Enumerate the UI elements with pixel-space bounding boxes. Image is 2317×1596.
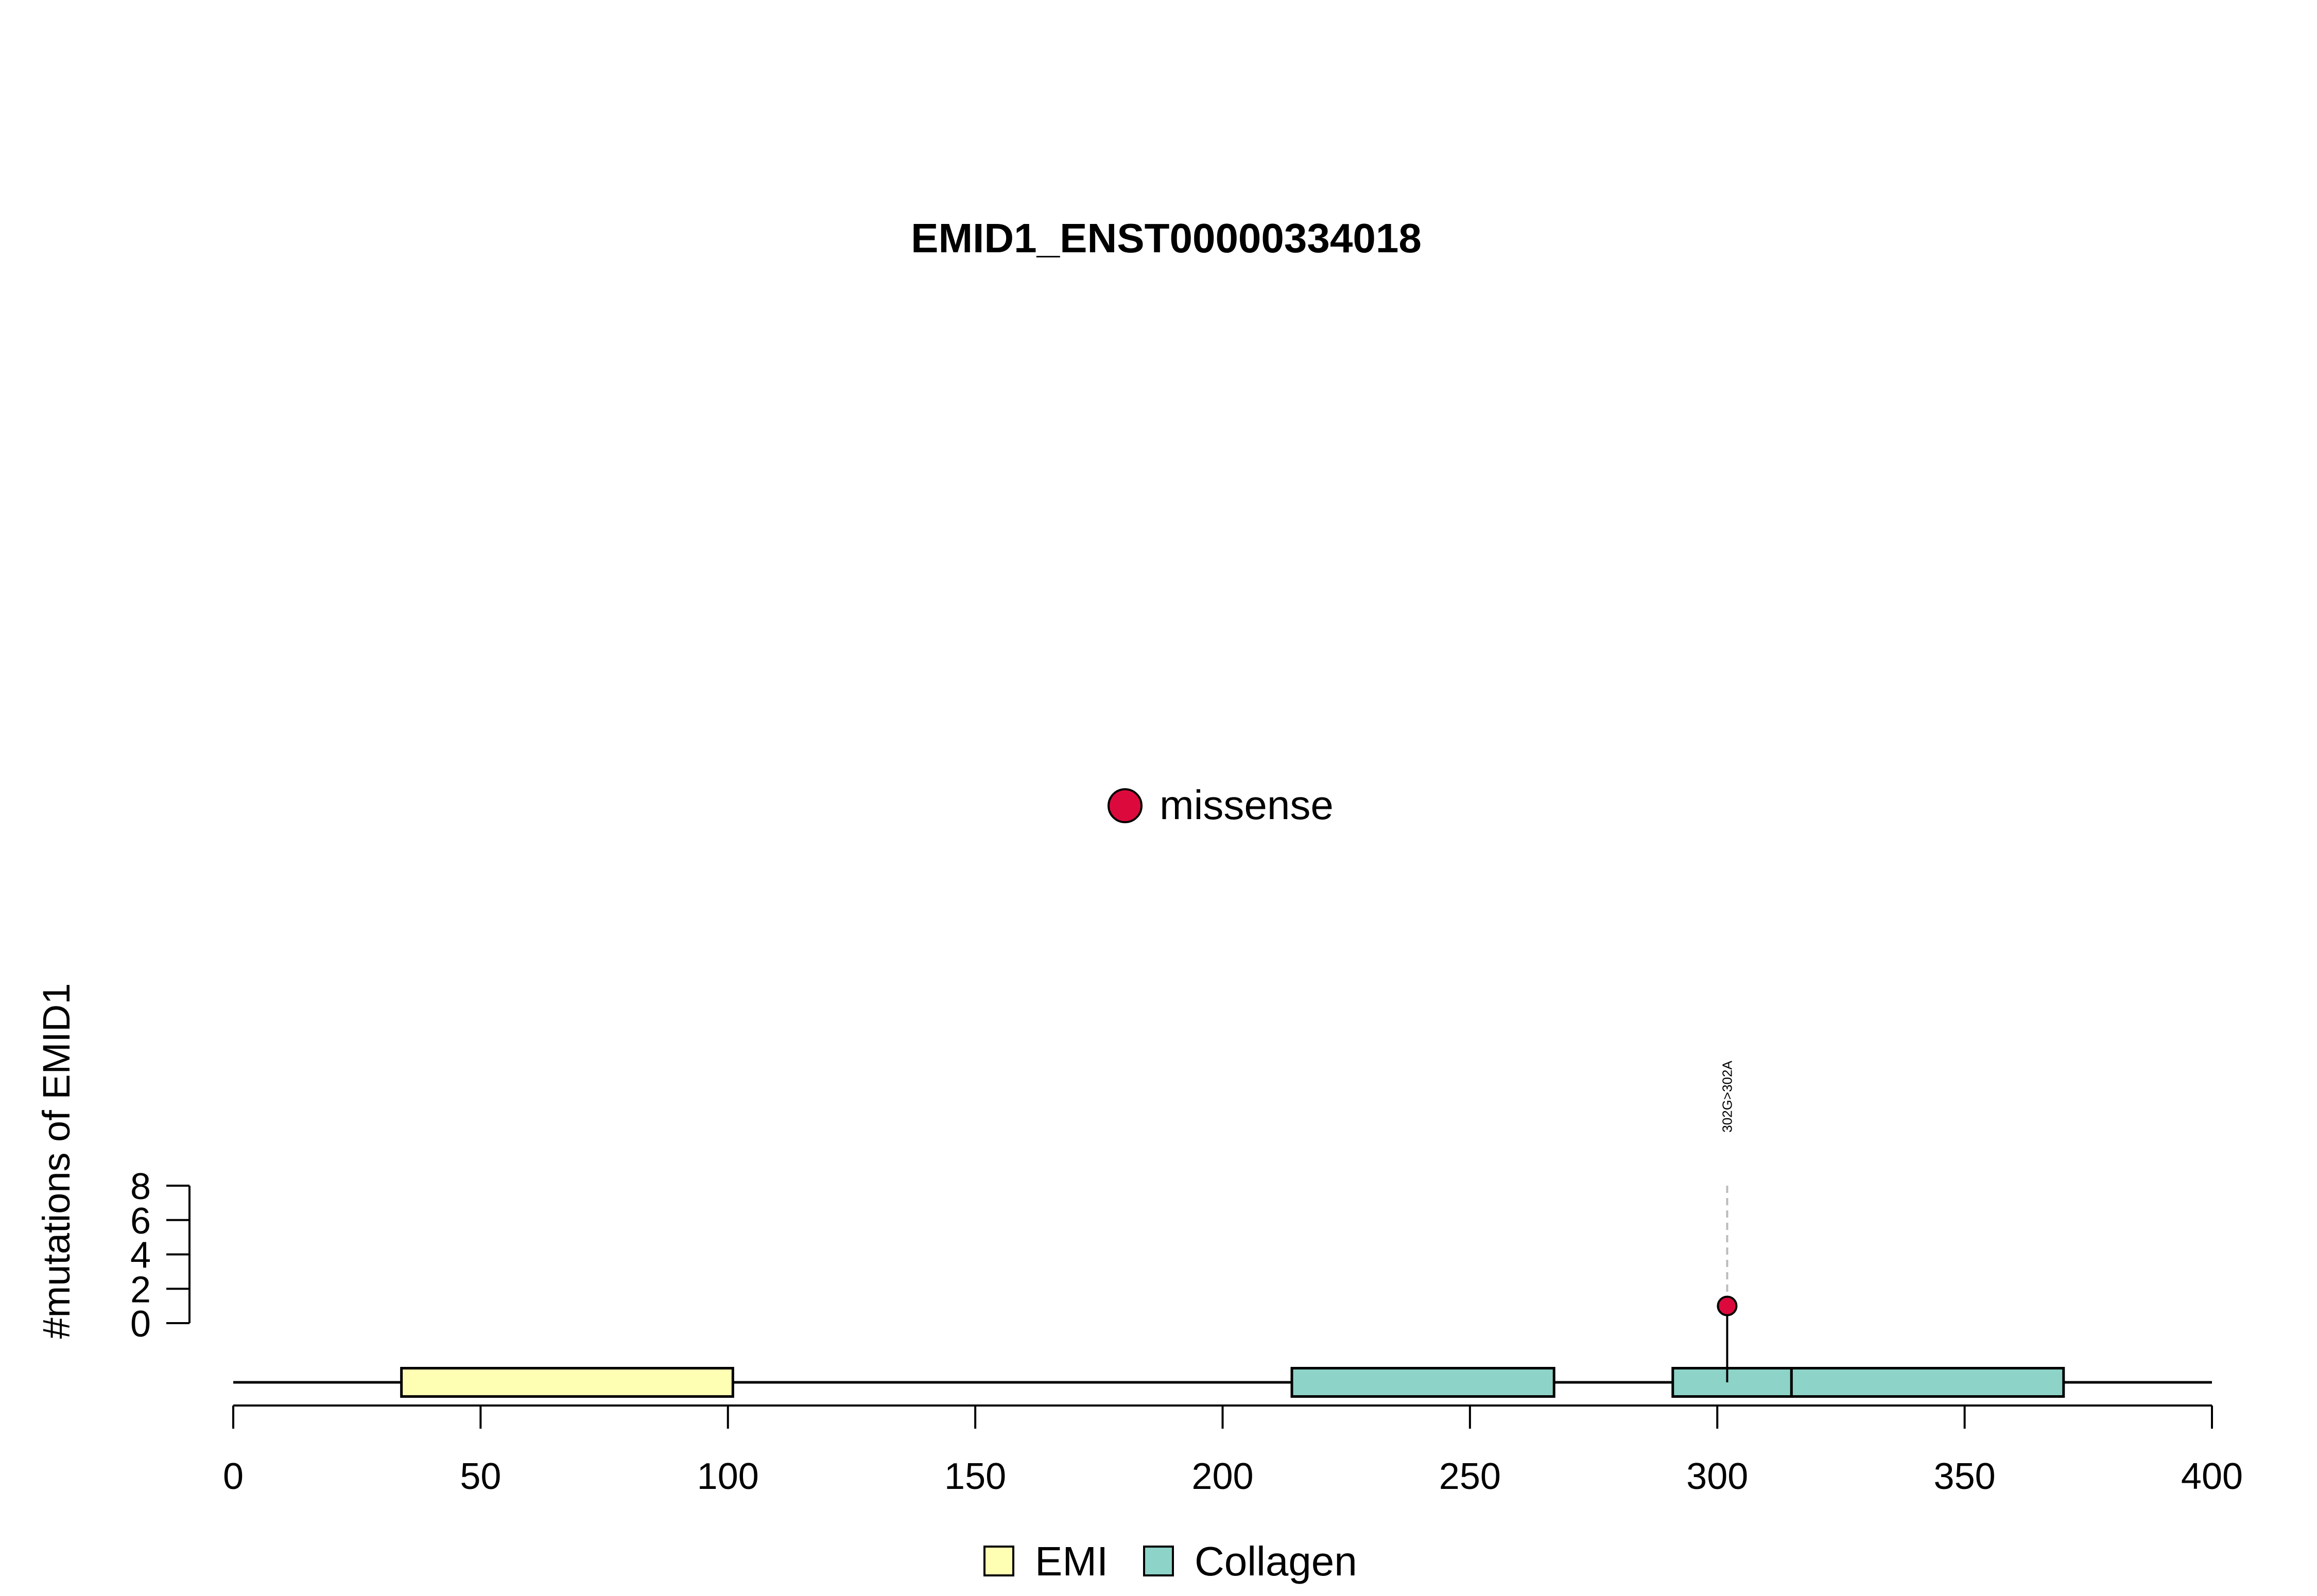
x-tick-label-200: 200 xyxy=(1191,1456,1253,1497)
domain-emi-0 xyxy=(400,1367,734,1398)
legend-marker-missense xyxy=(1108,788,1143,823)
mutation-lollipops: 302G>302A xyxy=(1717,1061,1738,1382)
x-tick-label-150: 150 xyxy=(944,1456,1006,1497)
x-axis: 0 50 100 150 200 250 300 350 400 xyxy=(223,1404,2243,1497)
x-tick-label-300: 300 xyxy=(1686,1456,1748,1497)
y-tick-label-8: 8 xyxy=(130,1166,151,1207)
y-tick-label-4: 4 xyxy=(130,1235,151,1276)
x-tick-label-100: 100 xyxy=(697,1456,759,1497)
domain-legend: EMI Collagen xyxy=(983,1538,1357,1584)
y-tick-label-2: 2 xyxy=(130,1269,151,1310)
x-tick-label-250: 250 xyxy=(1439,1456,1501,1497)
x-tick-label-400: 400 xyxy=(2181,1456,2243,1497)
domain-collagen-3 xyxy=(1790,1367,2065,1398)
mutation-type-legend: missense xyxy=(1108,782,1334,828)
legend-label-collagen: Collagen xyxy=(1195,1538,1357,1584)
legend-swatch-collagen xyxy=(1143,1546,1174,1576)
mutation-point xyxy=(1717,1295,1738,1316)
chart-title: EMID1_ENST00000334018 xyxy=(911,215,1422,261)
x-tick-label-350: 350 xyxy=(1934,1456,1996,1497)
x-tick-label-0: 0 xyxy=(223,1456,244,1497)
domain-collagen-1 xyxy=(1290,1367,1555,1398)
y-axis-label: #mutations of EMID1 xyxy=(35,983,78,1339)
legend-swatch-emi xyxy=(983,1546,1014,1576)
domain-track xyxy=(400,1367,2065,1398)
legend-label-missense: missense xyxy=(1160,782,1334,828)
domain-collagen-2 xyxy=(1671,1367,1793,1398)
x-tick-label-50: 50 xyxy=(460,1456,501,1497)
y-tick-label-6: 6 xyxy=(130,1201,151,1242)
legend-label-emi: EMI xyxy=(1035,1538,1108,1584)
mutation-label: 302G>302A xyxy=(1719,1061,1735,1133)
y-tick-label-0: 0 xyxy=(130,1304,151,1345)
